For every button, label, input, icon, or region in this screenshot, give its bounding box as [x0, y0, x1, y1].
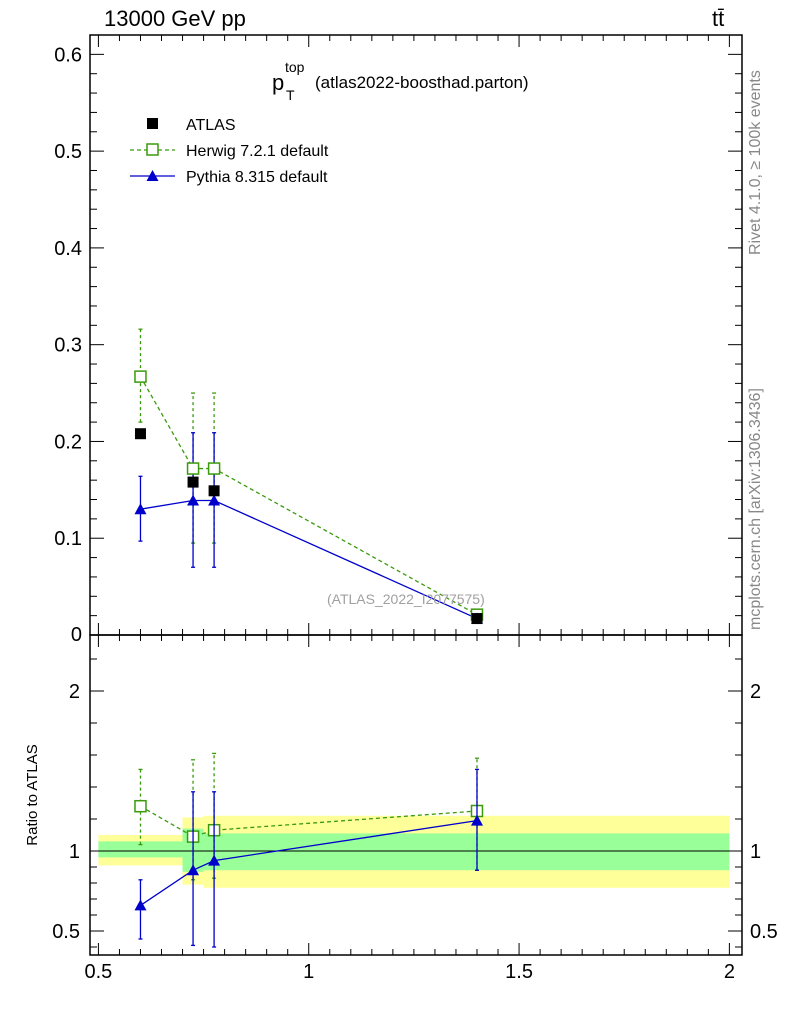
x-tick-label: 0.5: [85, 961, 113, 983]
pythia-point: [134, 503, 147, 515]
axis-ticks: 0.5 1 1.5 20.10.20.30.40.50.600.5 0.51 12 2: [52, 35, 778, 983]
herwig-point: [186, 462, 200, 475]
atlas-point: [471, 613, 483, 625]
ratio-y-tick-label: 1: [69, 841, 80, 863]
mcplots-citation-label: mcplots.cern.ch [arXiv:1306.3436]: [747, 388, 764, 630]
ratio-panel: [134, 752, 484, 948]
pythia-ratio-point: [470, 814, 483, 826]
herwig-point: [134, 370, 147, 383]
legend-label-atlas: ATLAS: [186, 117, 236, 134]
pythia-point: [208, 494, 221, 506]
legend-label-pythia: Pythia 8.315 default: [186, 169, 328, 186]
main-y-tick-label: 0.3: [54, 335, 82, 357]
pythia-point: [187, 494, 200, 506]
ratio-y-tick-label: 2: [69, 681, 80, 703]
main-y-tick-label: 0.4: [54, 238, 82, 260]
main-y-tick-label: 0.1: [54, 528, 82, 550]
ratio-y-tick-label-right: 2: [750, 681, 761, 703]
main-y-tick-label: 0.5: [54, 141, 82, 163]
process-label: tt̄: [712, 6, 725, 31]
main-y-zero-label: 0: [71, 624, 82, 646]
chart-title-analysis: (atlas2022-boosthad.parton): [315, 73, 529, 92]
legend: ATLAS Herwig 7.2.1 default Pythia 8.315 …: [130, 117, 329, 186]
ratio-y-tick-label: 0.5: [52, 921, 80, 943]
legend-label-herwig: Herwig 7.2.1 default: [186, 143, 329, 160]
ratio-y-tick-label-right: 0.5: [750, 921, 778, 943]
herwig-ratio-line: [140, 805, 478, 838]
main-y-tick-label: 0.2: [54, 431, 82, 453]
band-inner-0: [98, 841, 183, 858]
x-tick-label: 1.5: [505, 961, 533, 983]
legend-marker-atlas: [147, 118, 158, 129]
ratio-y-tick-label-right: 1: [750, 841, 761, 863]
herwig-point: [207, 462, 221, 475]
pythia-ratio-point: [134, 899, 147, 911]
pythia-line: [140, 499, 478, 620]
x-tick-label: 1: [303, 961, 314, 983]
herwig-line: [139, 376, 478, 616]
beam-energy-label: 13000 GeV pp: [104, 6, 246, 31]
rivet-version-label: Rivet 4.1.0, ≥ 100k events: [747, 70, 764, 255]
ratio-frame: [89, 634, 743, 956]
atlas-point: [134, 428, 146, 440]
uncertainty-bands: [90, 815, 742, 888]
chart-title-subscript: T: [286, 87, 295, 103]
herwig-ratio-point: [134, 799, 147, 813]
atlas-point: [208, 485, 220, 497]
pythia-ratio-line: [140, 819, 478, 906]
ratio-y-axis-label: Ratio to ATLAS: [24, 744, 41, 845]
main-panel: [134, 328, 484, 625]
pythia-ratio-point: [208, 854, 221, 866]
x-tick-label: 2: [724, 961, 735, 983]
band-inner-2: [203, 833, 730, 871]
atlas-point: [187, 476, 199, 488]
legend-marker-pythia: [146, 170, 159, 181]
main-y-tick-label: 0.6: [54, 44, 82, 66]
legend-marker-herwig: [146, 143, 159, 156]
analysis-watermark: (ATLAS_2022_I2077575): [327, 591, 485, 607]
chart-title: p: [272, 70, 284, 95]
chart-title-superscript: top: [285, 59, 305, 75]
pythia-ratio-point: [187, 864, 200, 876]
